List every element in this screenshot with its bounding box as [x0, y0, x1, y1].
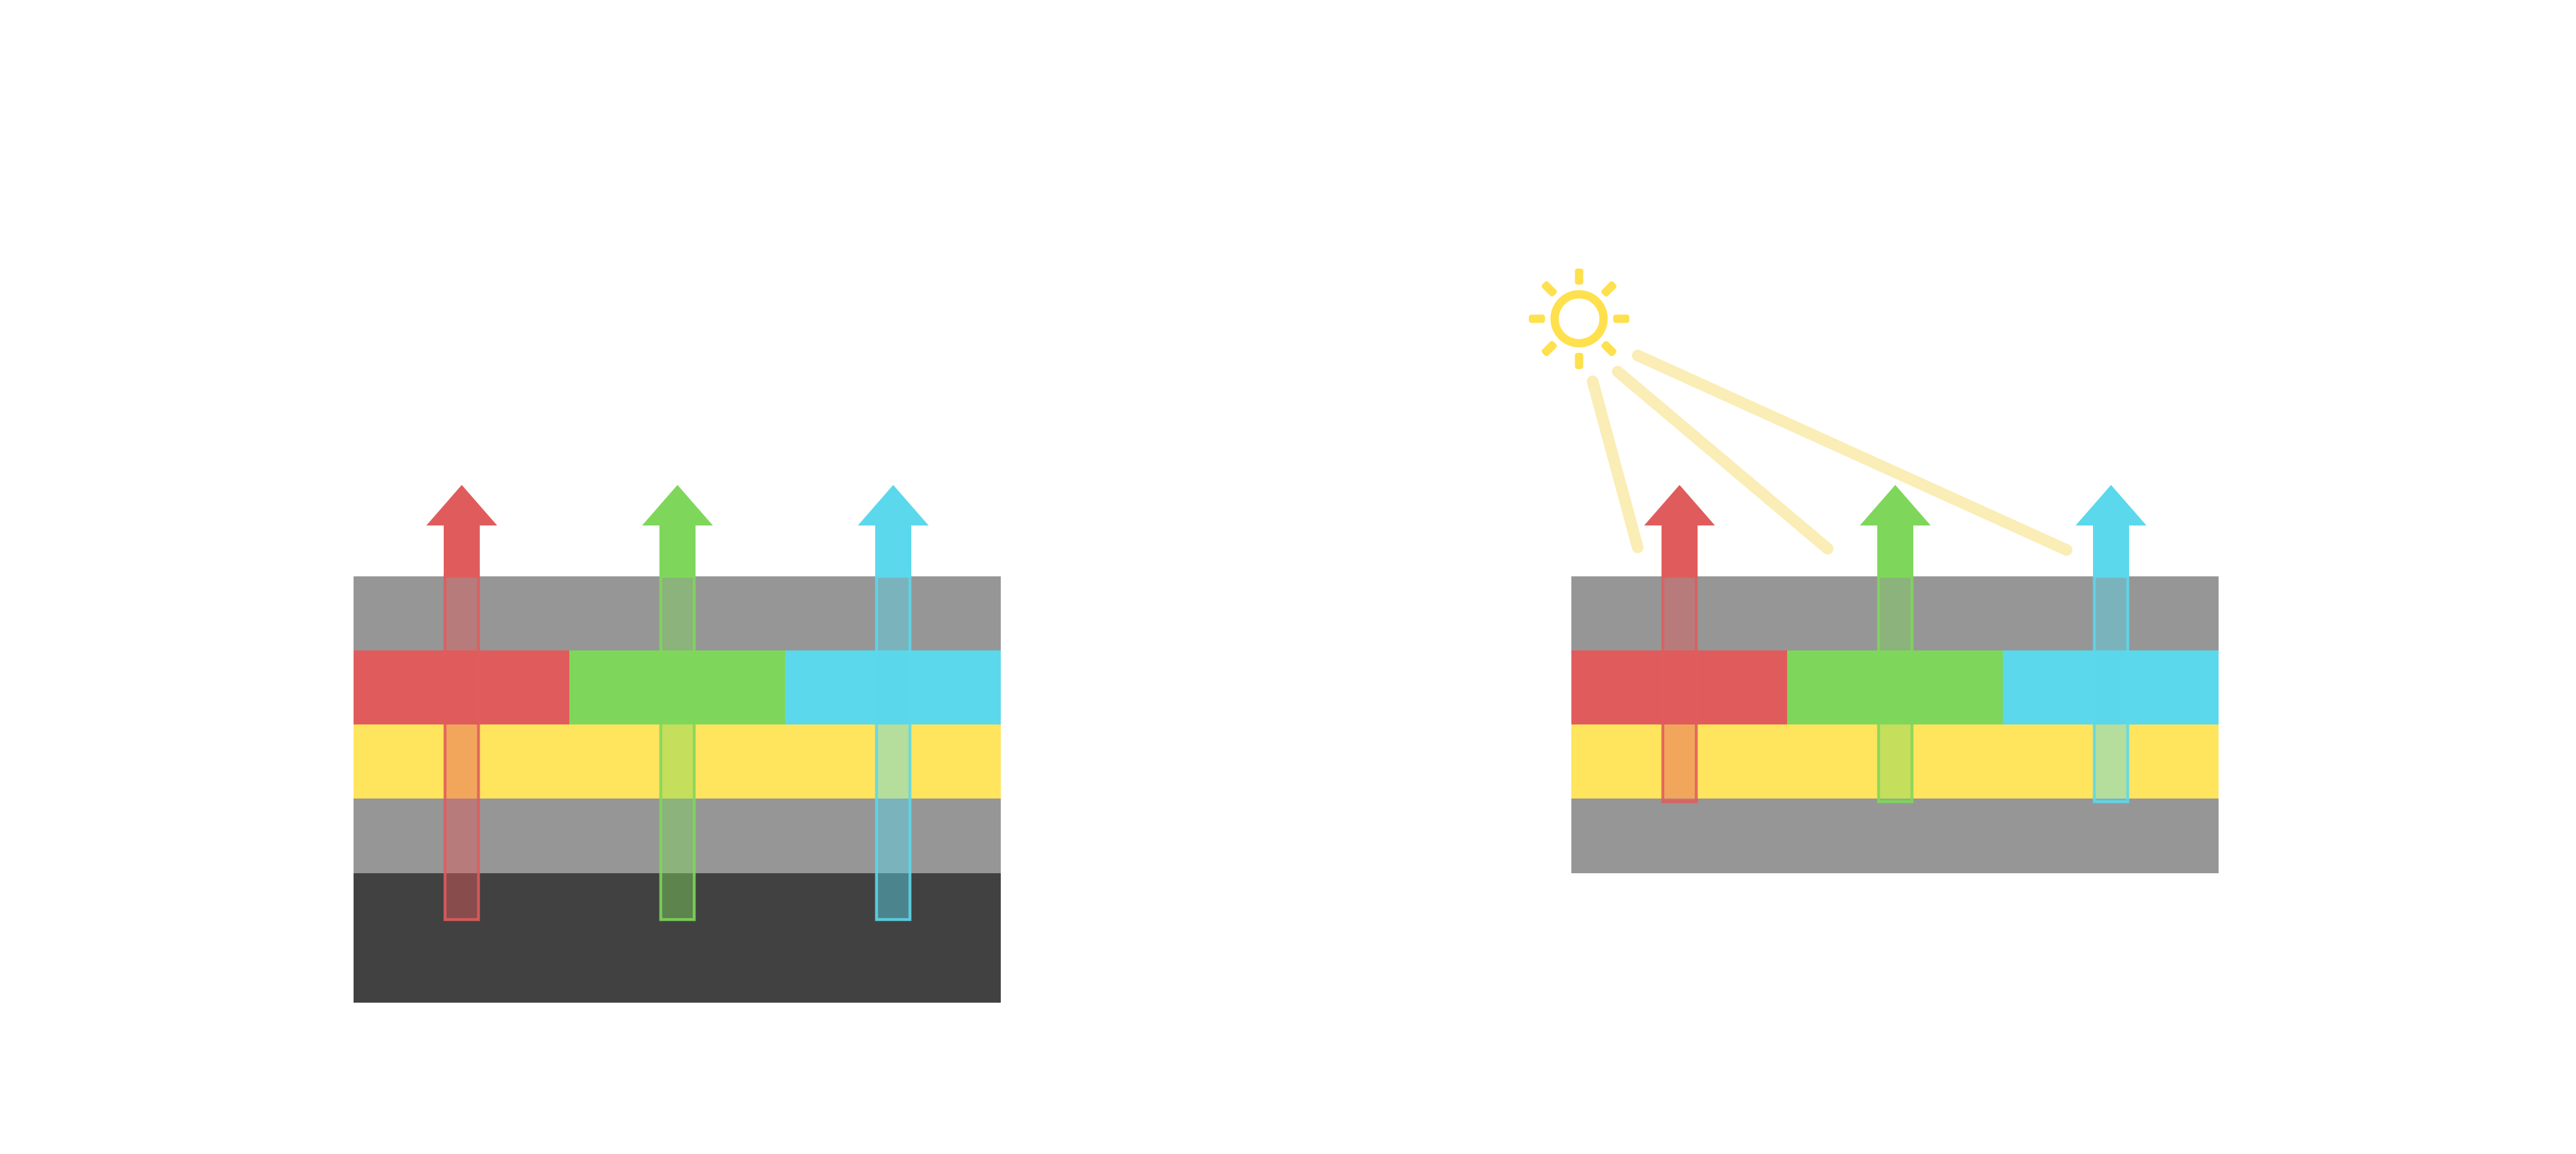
cyan-light-arrow — [2076, 485, 2146, 804]
sun-ray — [1613, 314, 1629, 323]
red-light-arrow — [426, 485, 497, 922]
sun-ray — [1601, 341, 1617, 357]
red-light-arrow — [1644, 485, 1715, 804]
sun-ray — [1575, 353, 1584, 369]
top-gray-layer — [1571, 576, 2219, 650]
cyan-arrow-tail — [875, 574, 912, 922]
lower-gray-layer — [354, 799, 1001, 873]
red-arrow-head — [1644, 485, 1715, 578]
green-subpixel — [569, 650, 785, 724]
red-subpixel — [1571, 650, 1787, 724]
green-arrow-head — [642, 485, 713, 578]
cyan-subpixel — [2003, 650, 2219, 724]
emissive-display-diagram — [354, 485, 1001, 1003]
cyan-arrow-head — [858, 485, 929, 578]
green-light-arrow — [642, 485, 713, 922]
sun-ray — [1601, 281, 1617, 297]
sun-ray — [1575, 269, 1584, 285]
sunbeam-middle — [1612, 366, 1833, 554]
cyan-light-arrow — [858, 485, 929, 922]
green-subpixel — [1787, 650, 2003, 724]
sun-ray — [1541, 281, 1557, 297]
sunlight-beams — [1587, 350, 2072, 556]
yellow-layer — [1571, 724, 2219, 799]
sunlit-display-diagram — [1529, 269, 2219, 873]
sun-rays — [1529, 269, 1629, 369]
sun-ray — [1529, 314, 1545, 323]
green-light-arrow — [1860, 485, 1931, 804]
lower-gray-layer — [1571, 799, 2219, 873]
yellow-layer — [354, 724, 1001, 799]
red-arrow-tail — [1661, 574, 1698, 804]
green-arrow-tail — [1877, 574, 1914, 804]
sun-ray — [1541, 341, 1557, 357]
dark-substrate-layer — [354, 873, 1001, 1003]
red-arrow-head — [426, 485, 497, 578]
red-subpixel — [354, 650, 569, 724]
green-arrow-head — [1860, 485, 1931, 578]
sun-disc-ring — [1550, 290, 1608, 348]
cyan-arrow-tail — [2092, 574, 2130, 804]
cyan-arrow-head — [2076, 485, 2146, 578]
cyan-subpixel — [785, 650, 1001, 724]
sunbeam-right — [1632, 350, 2072, 556]
sunbeam-left — [1587, 375, 1643, 553]
top-gray-layer — [354, 576, 1001, 650]
red-arrow-tail — [443, 574, 480, 922]
sun-icon — [1529, 269, 1629, 369]
green-arrow-tail — [659, 574, 696, 922]
